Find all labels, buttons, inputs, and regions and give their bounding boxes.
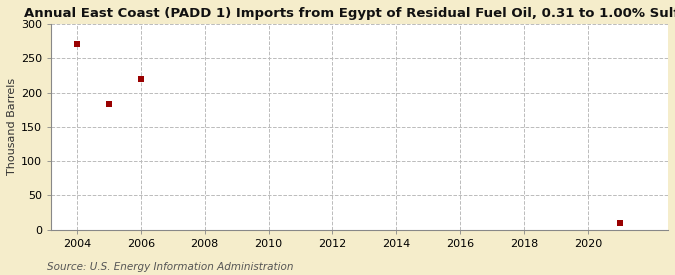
Y-axis label: Thousand Barrels: Thousand Barrels	[7, 78, 17, 175]
Point	[136, 77, 146, 81]
Point	[615, 221, 626, 225]
Title: Annual East Coast (PADD 1) Imports from Egypt of Residual Fuel Oil, 0.31 to 1.00: Annual East Coast (PADD 1) Imports from …	[24, 7, 675, 20]
Text: Source: U.S. Energy Information Administration: Source: U.S. Energy Information Administ…	[47, 262, 294, 272]
Point	[103, 102, 114, 106]
Point	[72, 42, 82, 46]
